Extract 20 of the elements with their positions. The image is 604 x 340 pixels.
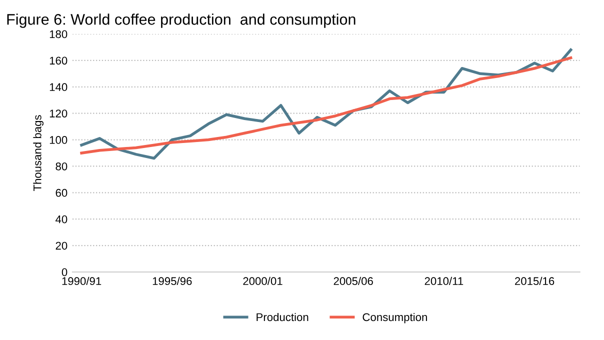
x-tick-label: 1995/96 — [152, 276, 192, 286]
x-tick-label: 2000/01 — [243, 276, 282, 286]
y-tick-label: 140 — [50, 83, 68, 92]
y-tick-label: 120 — [50, 110, 68, 118]
x-tick-label: 1990/91 — [62, 276, 102, 286]
x-tick-label: 2015/16 — [515, 276, 554, 286]
y-tick-label: 20 — [56, 242, 68, 250]
y-tick-label: 40 — [56, 215, 68, 224]
chart-title: Figure 6: World coffee production and consumption — [7, 14, 356, 28]
x-tick-label: 2005/06 — [334, 276, 373, 286]
legend-label: Production — [256, 312, 308, 322]
y-tick-label: 180 — [50, 30, 68, 38]
legend-label: Consumption — [362, 312, 427, 324]
x-tick-label: 2010/11 — [424, 276, 464, 286]
y-tick-label: 60 — [56, 188, 68, 197]
y-tick-label: 160 — [50, 56, 68, 65]
y-tick-label: 100 — [50, 136, 68, 144]
y-axis-title: Thousand bags — [33, 115, 44, 192]
y-tick-label: 80 — [56, 162, 68, 170]
y-tick-label: 0 — [62, 268, 68, 276]
